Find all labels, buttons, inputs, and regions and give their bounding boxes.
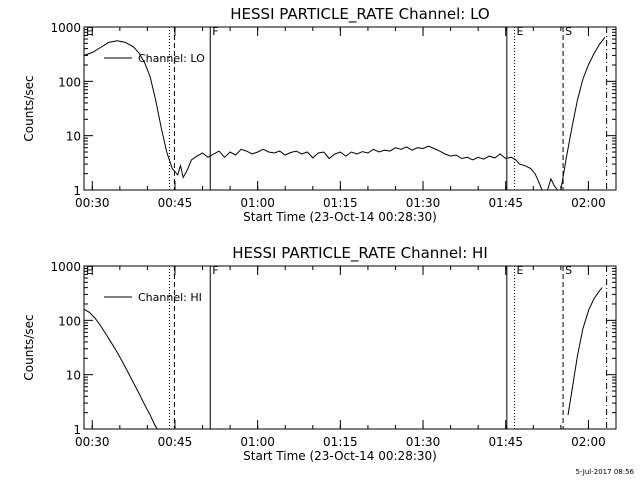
chart-1-event-marker-label: E (517, 25, 524, 38)
chart-1-y-tick-label: 100 (58, 75, 81, 89)
chart-2-event-marker-label: F (212, 264, 218, 277)
chart-1-x-tick-label: 01:00 (240, 196, 275, 210)
chart-1-x-tick-label: 01:45 (488, 196, 523, 210)
chart-1-x-tick-label: 01:30 (406, 196, 441, 210)
chart-2-y-tick-label: 10 (66, 369, 81, 383)
chart-2-series-line-segment-2 (567, 287, 603, 416)
chart-2-series-line-segment-1 (83, 308, 158, 430)
chart-2-y-axis-label: Counts/sec (22, 314, 36, 380)
chart-1-x-tick-label: 01:15 (323, 196, 358, 210)
chart-1-x-axis-label: Start Time (23-Oct-14 00:28:30) (243, 210, 437, 224)
chart-2-x-tick-label: 01:45 (488, 435, 523, 449)
chart-1-event-marker-label: F (212, 25, 218, 38)
chart-1-x-tick-label: 00:45 (158, 196, 193, 210)
chart-2-x-axis-label: Start Time (23-Oct-14 00:28:30) (243, 449, 437, 463)
chart-2-x-tick-label: 01:15 (323, 435, 358, 449)
chart-1-y-tick-label: 1 (73, 184, 81, 198)
chart-1-title: HESSI PARTICLE_RATE Channel: LO (230, 5, 489, 24)
chart-2-plot-frame (83, 265, 617, 430)
chart-1-x-tick-label: 02:00 (571, 196, 606, 210)
chart-2-x-tick-label: 01:30 (406, 435, 441, 449)
chart-2-title: HESSI PARTICLE_RATE Channel: HI (232, 244, 488, 263)
chart-1-series-line-segment-1 (83, 40, 543, 191)
chart-2-y-tick-label: 1000 (50, 260, 81, 274)
chart-1-y-axis-label: Counts/sec (22, 75, 36, 141)
chart-2-event-marker-label: E (517, 264, 524, 277)
chart-2-event-marker-label: E (86, 264, 93, 277)
chart-1-y-tick-label: 10 (66, 130, 81, 144)
chart-2-y-tick-label: 100 (58, 314, 81, 328)
chart-1-event-marker-label: S (565, 25, 572, 38)
chart-2-y-tick-label: 1 (73, 423, 81, 437)
footer-timestamp: 5-Jul-2017 08:56 (575, 468, 634, 476)
chart-1-legend-label: Channel: LO (138, 52, 205, 65)
chart-2-x-tick-label: 02:00 (571, 435, 606, 449)
chart-2-legend-label: Channel: HI (138, 291, 202, 304)
chart-1-series-line-segment-2 (547, 177, 558, 191)
chart-2-event-marker-label: S (565, 264, 572, 277)
chart-1-series-line-segment-3 (560, 36, 606, 191)
chart-1-event-marker-label: E (86, 25, 93, 38)
chart-2-x-tick-label: 00:45 (158, 435, 193, 449)
chart-1-plot-frame (83, 26, 617, 191)
chart-1-x-tick-label: 00:30 (75, 196, 110, 210)
chart-2-x-tick-label: 01:00 (240, 435, 275, 449)
chart-1-y-tick-label: 1000 (50, 21, 81, 35)
chart-2-x-tick-label: 00:30 (75, 435, 110, 449)
